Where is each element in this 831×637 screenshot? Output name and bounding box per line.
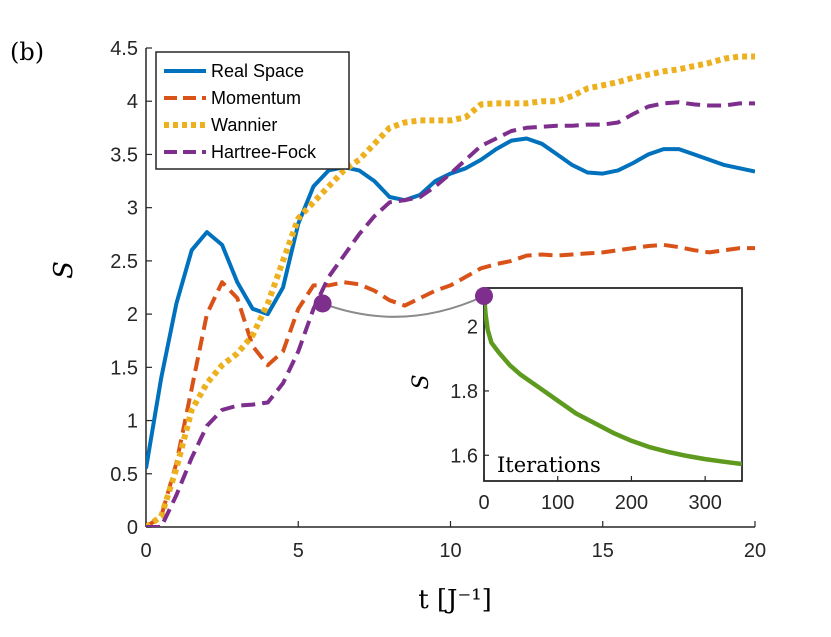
y-tick-label: 3.5 bbox=[110, 144, 138, 166]
highlight-marker-2 bbox=[474, 287, 493, 306]
x-tick-label: 5 bbox=[293, 540, 304, 562]
inset-y-axis-label: S bbox=[409, 374, 434, 389]
inset-tick-labels: 0 100 200 300 1.6 1.8 2 bbox=[450, 317, 722, 514]
y-tick-label: 0.5 bbox=[110, 464, 138, 486]
inset-y-tick-label: 1.8 bbox=[450, 381, 478, 403]
series-line-hartree-fock bbox=[146, 100, 755, 527]
inset-connectors bbox=[322, 295, 485, 318]
inset-x-tick-label: 0 bbox=[478, 492, 489, 514]
y-tick-label: 0 bbox=[127, 517, 138, 539]
legend: Real Space Momentum Wannier Hartree-Fock bbox=[155, 51, 350, 170]
highlight-marker-1 bbox=[313, 294, 332, 313]
inset-series-line bbox=[484, 294, 742, 467]
inset-x-tick-label: 200 bbox=[615, 492, 648, 514]
inset-y-tick-label: 2 bbox=[467, 317, 478, 339]
y-tick-label: 2 bbox=[127, 304, 138, 326]
series-line-wannier bbox=[146, 53, 755, 527]
legend-label: Wannier bbox=[211, 115, 277, 135]
y-tick-label: 4.5 bbox=[110, 38, 138, 60]
x-tick-label: 10 bbox=[439, 540, 461, 562]
y-tick-label: 4 bbox=[127, 91, 138, 113]
x-tick-label: 20 bbox=[744, 540, 766, 562]
x-axis-label: t [J⁻¹] bbox=[418, 585, 492, 615]
legend-label: Momentum bbox=[211, 88, 301, 108]
legend-label: Real Space bbox=[211, 61, 304, 81]
panel-label: (b) bbox=[10, 38, 44, 66]
y-tick-label: 2.5 bbox=[110, 251, 138, 273]
y-tick-label: 3 bbox=[127, 198, 138, 220]
inset-x-axis-label: Iterations bbox=[497, 453, 601, 477]
x-tick-label: 0 bbox=[140, 540, 151, 562]
inset-frame bbox=[483, 287, 743, 482]
connector-curve bbox=[322, 295, 485, 318]
series-line-real-space bbox=[146, 136, 755, 469]
y-axis-label: S bbox=[49, 261, 79, 279]
inset-y-tick-label: 1.6 bbox=[450, 445, 478, 467]
inset-x-tick-label: 300 bbox=[688, 492, 721, 514]
y-tick-label: 1.5 bbox=[110, 357, 138, 379]
x-tick-label: 15 bbox=[592, 540, 614, 562]
legend-label: Hartree-Fock bbox=[211, 142, 317, 162]
y-tick-label: 1 bbox=[127, 411, 138, 433]
series-line-momentum bbox=[146, 242, 755, 527]
main-series-group bbox=[146, 53, 755, 527]
inset-axes bbox=[483, 287, 743, 482]
inset-series-group bbox=[484, 294, 742, 467]
inset-x-tick-label: 100 bbox=[541, 492, 574, 514]
inset-chart: 0 100 200 300 1.6 1.8 2 S Iterations bbox=[313, 287, 743, 514]
